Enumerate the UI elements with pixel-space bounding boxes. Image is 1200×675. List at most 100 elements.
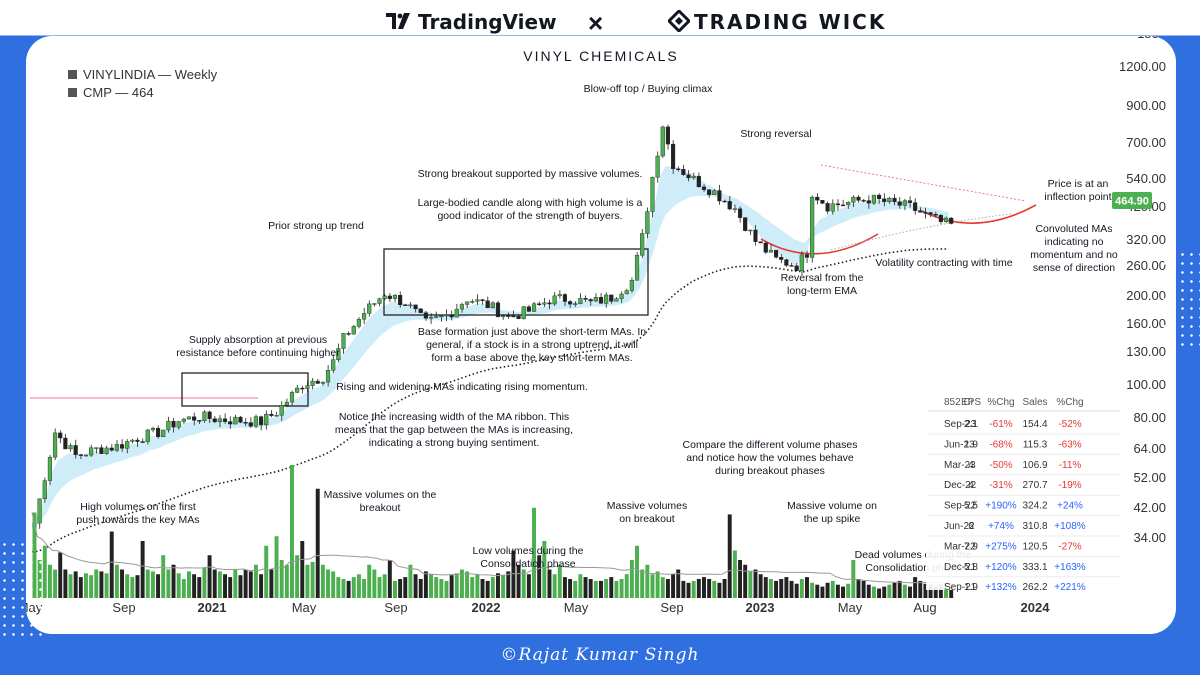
candle-body [341, 333, 346, 349]
candle [269, 410, 274, 418]
annotation-text: momentum and no [1030, 249, 1118, 261]
volume-bar [717, 582, 722, 598]
candle [202, 410, 207, 423]
volume-bar [882, 586, 887, 598]
candle-body [413, 304, 418, 310]
candle-body [737, 208, 743, 218]
decor-dots [1160, 250, 1200, 350]
table-cell: 4 [968, 460, 974, 471]
y-tick-label: 52.00 [1133, 470, 1166, 485]
candle-body [161, 429, 166, 437]
volume-bar [794, 583, 799, 598]
candle-body [377, 298, 382, 304]
candle-body [938, 214, 943, 222]
table-cell: +275% [985, 541, 1017, 552]
table-cell: -19% [1058, 480, 1081, 491]
volume-bar [835, 584, 840, 598]
candle-body [907, 200, 913, 203]
candle-body [248, 422, 253, 427]
candle [125, 439, 130, 454]
table-cell: +108% [1054, 521, 1086, 532]
candle-body [392, 294, 398, 299]
annotation-text: form a base above the key short-term MAs… [431, 352, 632, 364]
table-row: Dec-224 -31% 270.7 -19% [944, 480, 1082, 491]
ema-line [31, 248, 949, 553]
candle [568, 300, 573, 308]
candle [176, 420, 181, 430]
volume-bar [583, 577, 588, 598]
volume-bar [253, 564, 258, 598]
volume-bar [902, 584, 907, 598]
table-cell: 5.8 [964, 562, 978, 573]
volume-bar [279, 560, 284, 598]
candle [851, 195, 856, 208]
annotation-text: Low volumes during the [473, 545, 584, 557]
candle-body [598, 297, 604, 304]
candle-body [336, 348, 341, 360]
volume-bar [640, 569, 645, 598]
x-tick-label: May [292, 600, 317, 615]
candle-body [686, 174, 691, 179]
legend: VINYLINDIA — Weekly CMP — 464 [68, 67, 218, 100]
y-tick-label: 1500 [1137, 36, 1166, 41]
candle-body [78, 454, 83, 456]
minor-ma-line [830, 213, 1012, 251]
candle [228, 416, 233, 429]
candle-body [521, 306, 526, 319]
table-cell: 7.9 [964, 541, 978, 552]
candle-body [511, 315, 516, 318]
volume-bar [866, 584, 871, 598]
candle-body [192, 416, 197, 421]
candle-body [186, 416, 192, 420]
candle-body [871, 194, 876, 204]
candle-body [784, 259, 789, 266]
candle [207, 410, 212, 424]
candle [150, 426, 156, 433]
volume-bar [161, 555, 166, 598]
candle-body [840, 204, 846, 207]
candle [305, 381, 310, 392]
candle [856, 195, 861, 203]
candle [727, 195, 732, 211]
volume-bar [187, 571, 191, 598]
candle-body [691, 175, 696, 179]
volume-bar [480, 579, 485, 598]
candle-body [155, 428, 161, 437]
candle-body [810, 196, 815, 258]
table-cell: +163% [1054, 562, 1086, 573]
candle [217, 415, 222, 428]
candle-body [722, 200, 727, 203]
volume-bar [887, 584, 892, 598]
volume-bar [413, 574, 418, 598]
table-cell: +24% [1057, 501, 1083, 512]
table-cell: Sep-21 [944, 582, 977, 593]
volume-bar [846, 583, 851, 598]
candle [830, 199, 835, 215]
candle [222, 413, 228, 424]
candle [846, 201, 851, 209]
candle-body [331, 359, 336, 371]
volume-bar [650, 574, 655, 598]
y-tick-label: 160.00 [1126, 316, 1166, 331]
volume-bar [779, 579, 784, 598]
candle [794, 262, 799, 271]
candle [253, 414, 259, 429]
table-row: Sep-232.1 -61% 154.4 -52% [944, 419, 1082, 430]
candle-body [830, 203, 835, 212]
candle-body [531, 303, 537, 312]
footer-credit: ©Rajat Kumar Singh [500, 645, 700, 665]
candle [840, 199, 846, 207]
volume-bar [290, 465, 294, 598]
candle-body [99, 447, 104, 454]
chart-title: VINYL CHEMICALS [523, 48, 679, 64]
candle-body [671, 143, 676, 169]
volume-bar [604, 579, 609, 598]
volume-bar [655, 571, 660, 598]
table-cell: +221% [1054, 582, 1086, 593]
volume-bar [753, 569, 758, 598]
candle-body [83, 454, 89, 457]
candle [753, 224, 758, 246]
table-cell: +190% [985, 501, 1017, 512]
candle [114, 440, 119, 453]
volume-bar [78, 577, 83, 598]
